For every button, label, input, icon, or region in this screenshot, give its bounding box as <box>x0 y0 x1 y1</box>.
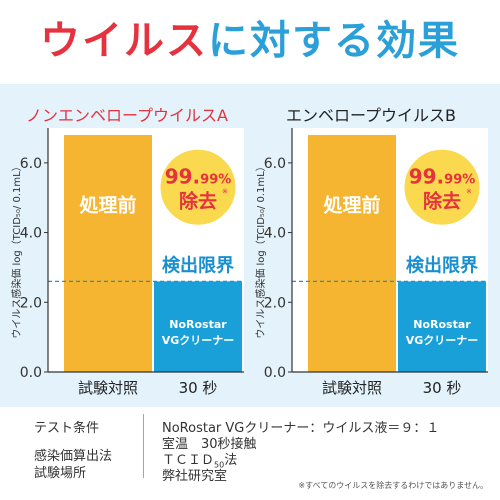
title-virus: ウイルス <box>40 18 208 64</box>
condition-value-contact: 室温 30秒接触 <box>162 437 257 452</box>
bar-label-control: 処理前 <box>323 194 380 217</box>
badge-percent-main: 99. <box>409 164 444 188</box>
chart-title-a: ノンエンベロープウイルスA <box>26 106 228 125</box>
badge-percent-main: 99. <box>165 164 200 188</box>
y-axis-title: ウイルス感染価 log（TCID₅₀/ 0.1mL） <box>10 161 23 338</box>
y-tick-label: 6.0 <box>20 156 42 172</box>
chart-title-b: エンベロープウイルスB <box>286 106 457 125</box>
title-effect: に対する効果 <box>208 18 460 64</box>
y-tick-label: 2.0 <box>20 295 42 311</box>
badge-circle <box>157 146 239 228</box>
x-category-label: 30 秒 <box>179 379 218 397</box>
badge-mark: ※ <box>222 187 228 195</box>
bar-control <box>64 134 152 372</box>
bar-label-product: NoRostar <box>169 318 227 331</box>
badge-percent-sign: % <box>218 172 231 187</box>
bar-label-control: 処理前 <box>79 194 136 217</box>
tcid-sub: 50 <box>214 460 225 470</box>
bar-control <box>308 134 396 372</box>
x-category-label: 試験対照 <box>322 379 382 397</box>
bar-treated <box>398 281 486 372</box>
x-category-label: 30 秒 <box>423 379 462 397</box>
condition-label-place: 試験場所 <box>34 466 87 481</box>
y-tick-label: 0.0 <box>20 365 42 381</box>
condition-label-method: 感染価算出法 <box>34 449 113 464</box>
y-tick-label: 6.0 <box>264 156 286 172</box>
chart-a: 処理前 NoRostar VGクリーナー 検出限界 99.99%除去 ※ 0.0 2.0 4.0… <box>10 128 244 397</box>
badge-percent: 99.99% <box>409 164 476 188</box>
condition-value-ratio: NoRostar VGクリーナー：ウイルス液＝９：１ <box>162 421 440 436</box>
bar-label-product-name: VGクリーナー <box>162 334 235 347</box>
bar-label-product: NoRostar <box>413 318 471 331</box>
test-conditions <box>0 407 500 500</box>
detection-limit-label: 検出限界 <box>162 254 234 276</box>
badge-text: 除去 <box>423 189 461 212</box>
badge-circle <box>401 146 483 228</box>
badge-percent-sub: 99 <box>444 172 462 187</box>
badge-percent-sub: 99 <box>200 172 218 187</box>
y-tick-label: 2.0 <box>264 295 286 311</box>
condition-value-method: ＴＣＩＤ50法 <box>162 449 237 470</box>
removal-badge: 99.99%除去 ※ <box>401 146 483 228</box>
method-suffix: 法 <box>224 453 238 468</box>
bar-treated <box>154 281 242 372</box>
y-tick-label: 0.0 <box>264 365 286 381</box>
header: ウイルスに対する効果 <box>0 0 500 84</box>
bar-label-product-name: VGクリーナー <box>406 334 479 347</box>
condition-value-lab: 弊社研究室 <box>162 469 228 484</box>
condition-label-test: テスト条件 <box>34 421 100 436</box>
chart-b: 処理前 NoRostar VGクリーナー 検出限界 99.99%除去 ※ 0.0 2.0 4.0… <box>254 128 488 397</box>
y-axis-title: ウイルス感染価 log（TCID₅₀/ 0.1mL） <box>254 161 267 338</box>
badge-percent-sign: % <box>462 172 475 187</box>
removal-badge: 99.99%除去 ※ <box>157 146 239 228</box>
y-tick-label: 4.0 <box>264 226 286 242</box>
page-title: ウイルスに対する効果 <box>0 8 500 66</box>
conditions-divider <box>143 414 144 478</box>
badge-text: 除去 <box>179 189 217 212</box>
tcid-text: ＴＣＩＤ <box>162 453 215 468</box>
badge-percent: 99.99% <box>165 164 232 188</box>
badge-mark: ※ <box>466 187 472 195</box>
footnote: ※すべてのウイルスを除去するわけではありません。 <box>298 481 488 490</box>
detection-limit-label: 検出限界 <box>406 254 478 276</box>
x-category-label: 試験対照 <box>78 379 138 397</box>
y-tick-label: 4.0 <box>20 226 42 242</box>
